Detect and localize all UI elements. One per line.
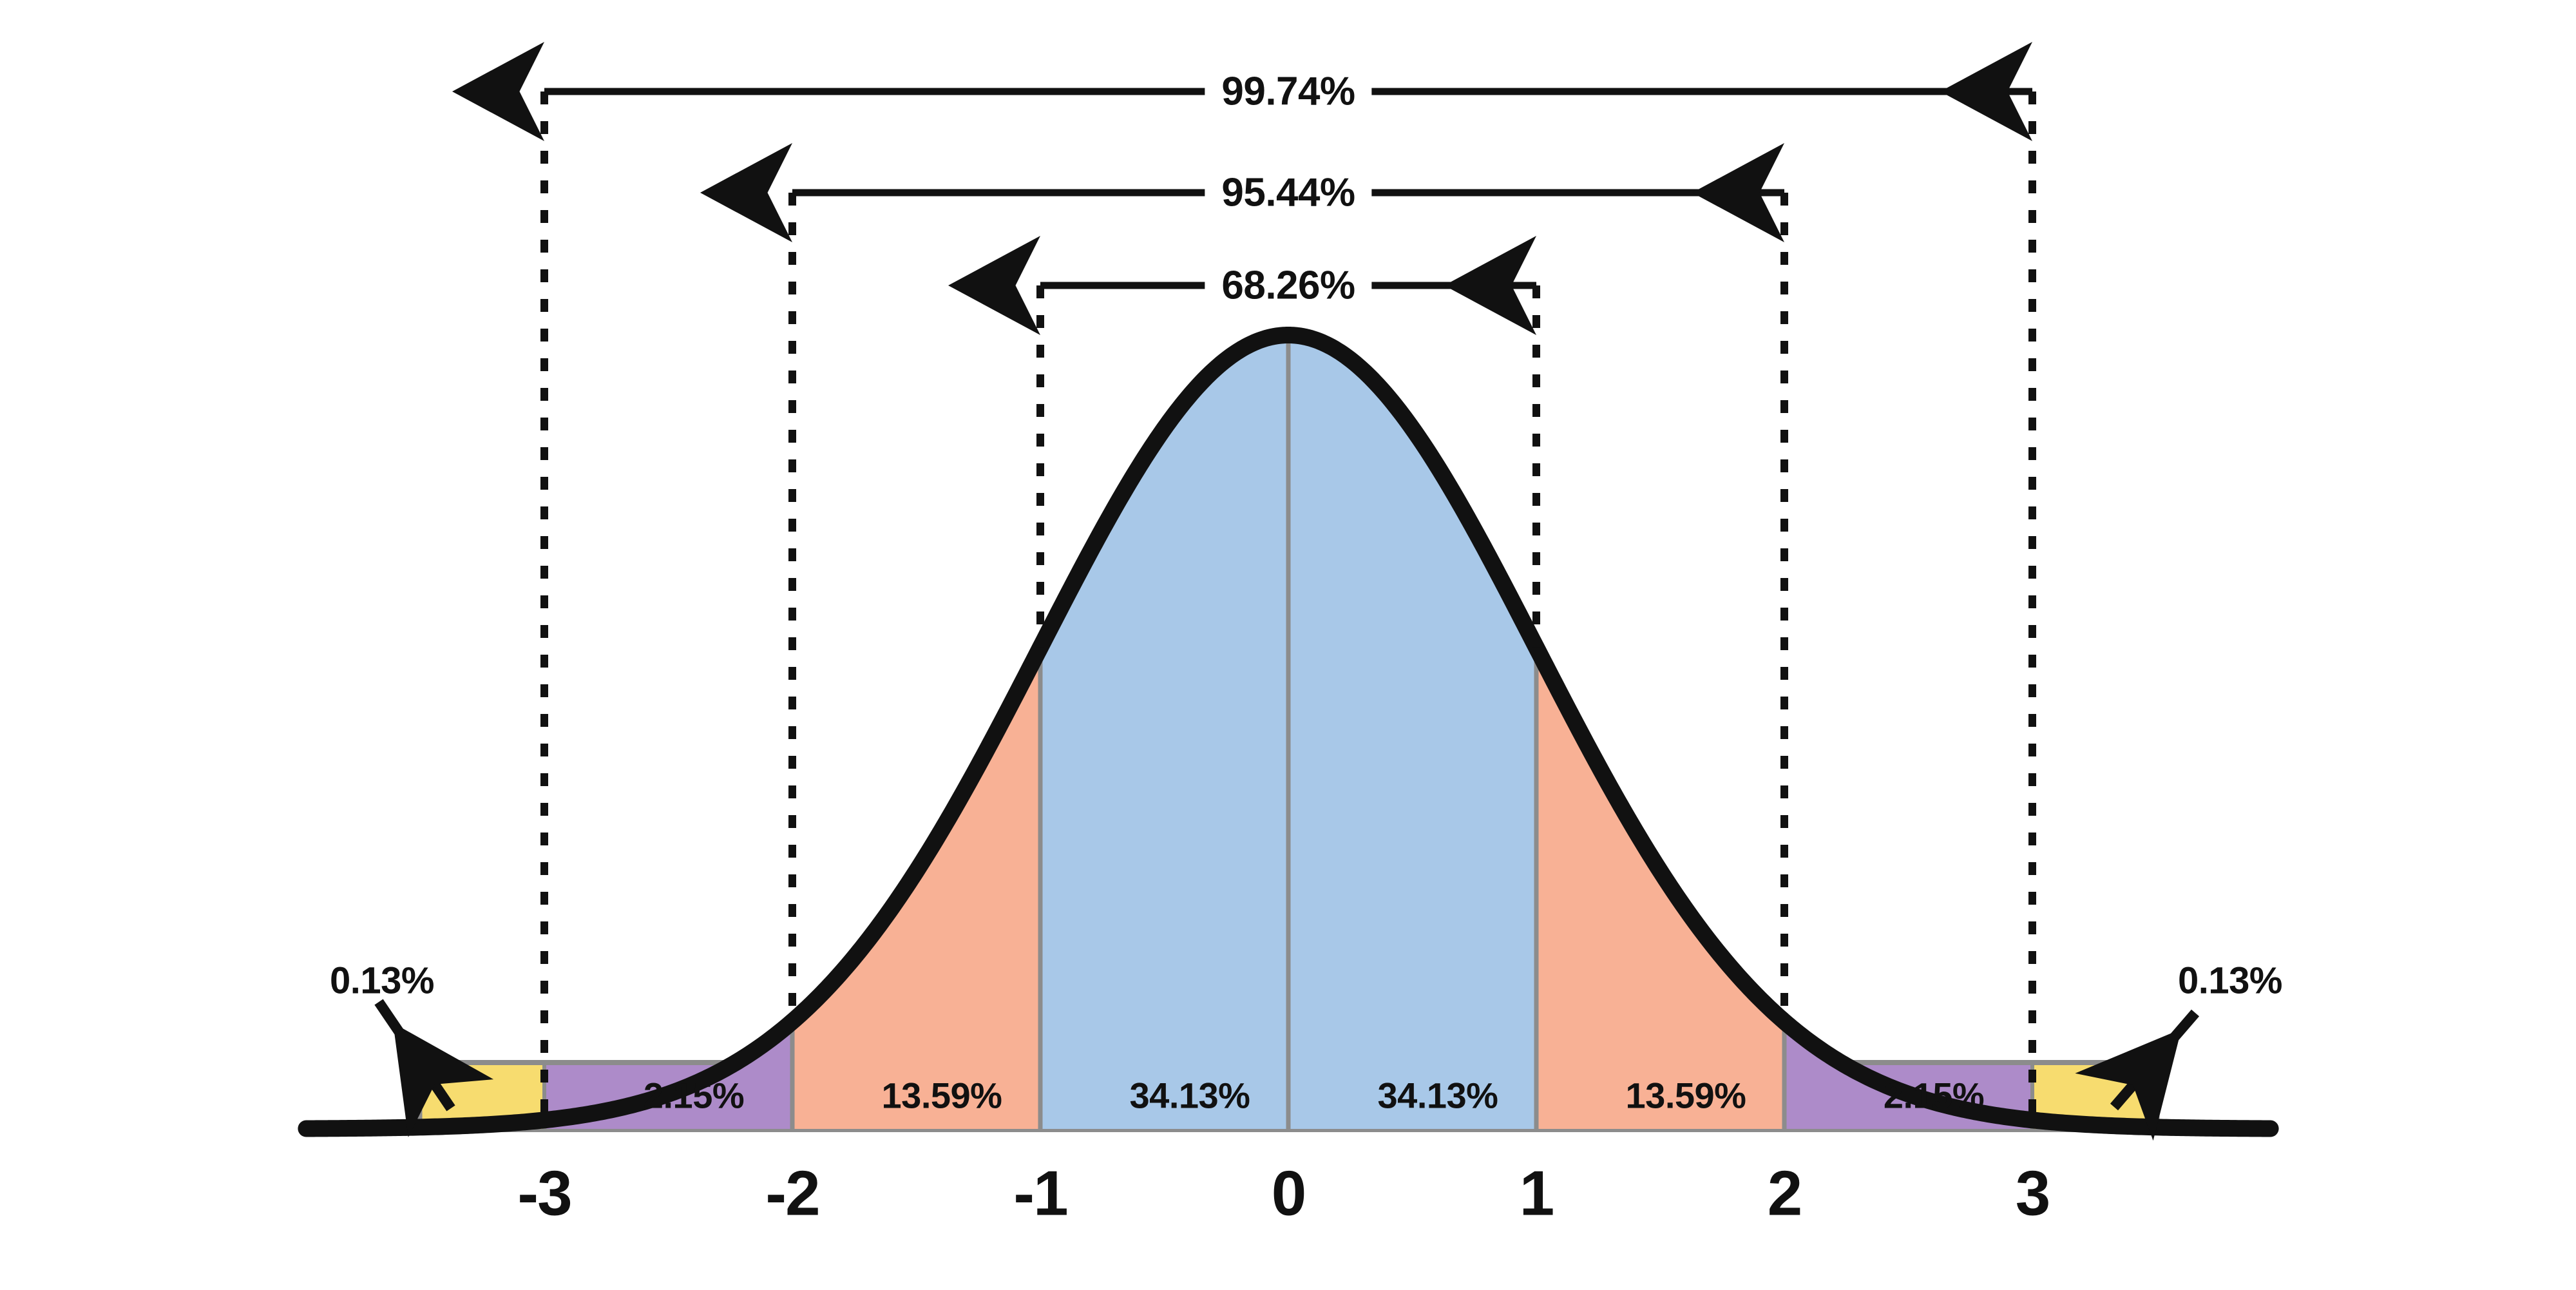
axis-tick-minus-3: -3 bbox=[517, 1157, 572, 1229]
band-label-minus1-to-zero: 34.13% bbox=[1129, 1075, 1250, 1116]
tail-label-left: 0.13% bbox=[330, 959, 434, 1002]
bracket-label-1-sigma: 68.26% bbox=[1205, 262, 1372, 309]
band-label-plus1-to-plus2: 13.59% bbox=[1625, 1075, 1746, 1116]
bell-curve-line bbox=[298, 327, 2279, 1137]
axis-tick-minus-2: -2 bbox=[765, 1157, 820, 1229]
bracket-label-2-sigma: 95.44% bbox=[1205, 169, 1372, 216]
band-label-minus3-to-minus2: 2.15% bbox=[643, 1075, 745, 1116]
band-label-minus2-to-minus1: 13.59% bbox=[881, 1075, 1002, 1116]
curve-region-4 bbox=[1288, 335, 1536, 1129]
curve-region-1 bbox=[544, 1021, 792, 1129]
band-label-plus2-to-plus3: 2.15% bbox=[1883, 1075, 1985, 1116]
axis-tick-minus-1: -1 bbox=[1013, 1157, 1068, 1229]
curve-region-6 bbox=[1784, 1021, 2032, 1129]
left-tail-callout-arrow bbox=[374, 999, 494, 1137]
axis-tick-plus-1: 1 bbox=[1519, 1157, 1554, 1229]
right-tail-callout-arrow bbox=[2075, 1009, 2200, 1141]
tail-label-right: 0.13% bbox=[2178, 959, 2282, 1002]
curve-region-group bbox=[420, 335, 2157, 1129]
curve-region-3 bbox=[1040, 335, 1288, 1129]
region-divider-group bbox=[542, 338, 2035, 1129]
sigma-dashed-line-group bbox=[540, 91, 2036, 1121]
tail-callout-arrows bbox=[374, 999, 2200, 1141]
bracket-label-3-sigma: 99.74% bbox=[1205, 68, 1372, 115]
axis-tick-plus-2: 2 bbox=[1767, 1157, 1802, 1229]
band-label-zero-to-plus1: 34.13% bbox=[1377, 1075, 1498, 1116]
axis-tick-zero: 0 bbox=[1271, 1157, 1306, 1229]
axis-tick-plus-3: 3 bbox=[2015, 1157, 2050, 1229]
